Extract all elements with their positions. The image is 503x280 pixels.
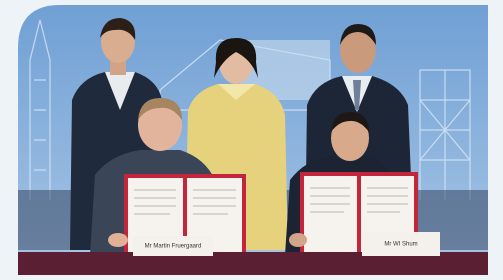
hand — [289, 233, 307, 247]
table — [0, 252, 503, 280]
name-card-text: Mr Martin Fruergaard — [145, 244, 202, 250]
hand — [108, 233, 128, 247]
name-card-text: Mr WI Shum — [384, 242, 417, 248]
photo-frame: Mr Martin Fruergaard Mr WI Shum — [0, 0, 503, 280]
photo: Mr Martin Fruergaard Mr WI Shum — [0, 0, 503, 280]
